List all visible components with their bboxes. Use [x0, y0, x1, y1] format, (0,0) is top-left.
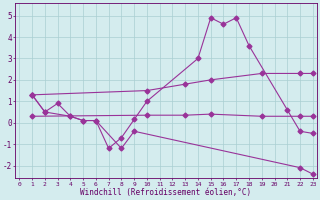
X-axis label: Windchill (Refroidissement éolien,°C): Windchill (Refroidissement éolien,°C): [81, 188, 252, 197]
